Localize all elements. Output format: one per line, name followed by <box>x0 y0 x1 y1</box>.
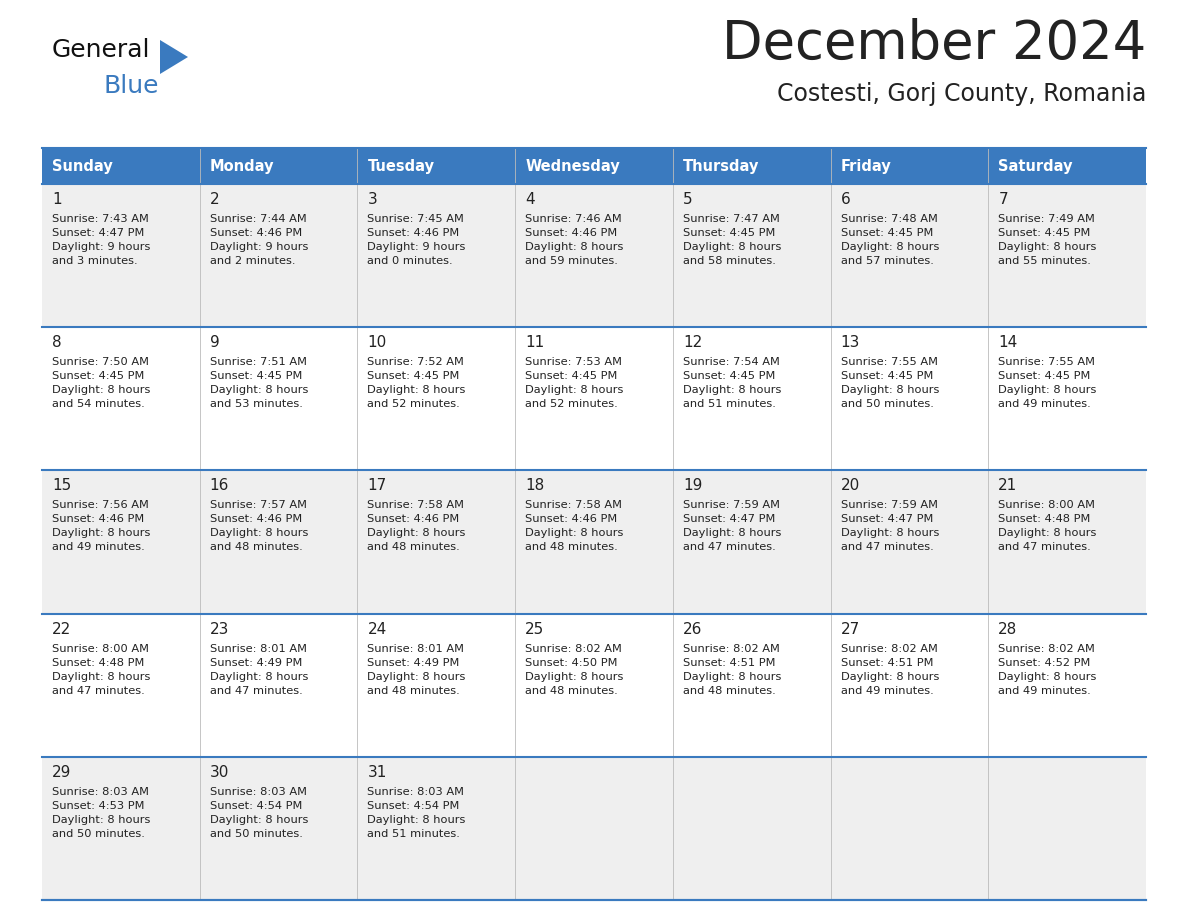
Text: 22: 22 <box>52 621 71 636</box>
Text: 26: 26 <box>683 621 702 636</box>
Text: Sunrise: 7:55 AM
Sunset: 4:45 PM
Daylight: 8 hours
and 50 minutes.: Sunrise: 7:55 AM Sunset: 4:45 PM Dayligh… <box>841 357 939 409</box>
Text: 4: 4 <box>525 192 535 207</box>
Text: Sunrise: 7:54 AM
Sunset: 4:45 PM
Daylight: 8 hours
and 51 minutes.: Sunrise: 7:54 AM Sunset: 4:45 PM Dayligh… <box>683 357 782 409</box>
Text: Monday: Monday <box>210 159 274 174</box>
Text: 17: 17 <box>367 478 386 493</box>
Text: 16: 16 <box>210 478 229 493</box>
Text: 27: 27 <box>841 621 860 636</box>
Bar <box>42 184 1146 327</box>
Text: Sunrise: 7:57 AM
Sunset: 4:46 PM
Daylight: 8 hours
and 48 minutes.: Sunrise: 7:57 AM Sunset: 4:46 PM Dayligh… <box>210 500 308 553</box>
Text: Sunrise: 7:59 AM
Sunset: 4:47 PM
Daylight: 8 hours
and 47 minutes.: Sunrise: 7:59 AM Sunset: 4:47 PM Dayligh… <box>841 500 939 553</box>
Text: 20: 20 <box>841 478 860 493</box>
Text: Wednesday: Wednesday <box>525 159 620 174</box>
Text: 2: 2 <box>210 192 220 207</box>
Text: 8: 8 <box>52 335 62 350</box>
Text: Friday: Friday <box>841 159 891 174</box>
Text: Sunrise: 8:01 AM
Sunset: 4:49 PM
Daylight: 8 hours
and 47 minutes.: Sunrise: 8:01 AM Sunset: 4:49 PM Dayligh… <box>210 644 308 696</box>
Text: Sunrise: 7:44 AM
Sunset: 4:46 PM
Daylight: 9 hours
and 2 minutes.: Sunrise: 7:44 AM Sunset: 4:46 PM Dayligh… <box>210 214 308 266</box>
Text: 11: 11 <box>525 335 544 350</box>
Text: Sunrise: 8:00 AM
Sunset: 4:48 PM
Daylight: 8 hours
and 47 minutes.: Sunrise: 8:00 AM Sunset: 4:48 PM Dayligh… <box>998 500 1097 553</box>
Text: Sunrise: 7:49 AM
Sunset: 4:45 PM
Daylight: 8 hours
and 55 minutes.: Sunrise: 7:49 AM Sunset: 4:45 PM Dayligh… <box>998 214 1097 266</box>
Text: Sunrise: 7:53 AM
Sunset: 4:45 PM
Daylight: 8 hours
and 52 minutes.: Sunrise: 7:53 AM Sunset: 4:45 PM Dayligh… <box>525 357 624 409</box>
Text: Sunrise: 8:02 AM
Sunset: 4:52 PM
Daylight: 8 hours
and 49 minutes.: Sunrise: 8:02 AM Sunset: 4:52 PM Dayligh… <box>998 644 1097 696</box>
Text: Sunday: Sunday <box>52 159 113 174</box>
Text: Sunrise: 8:02 AM
Sunset: 4:51 PM
Daylight: 8 hours
and 49 minutes.: Sunrise: 8:02 AM Sunset: 4:51 PM Dayligh… <box>841 644 939 696</box>
Text: Saturday: Saturday <box>998 159 1073 174</box>
Text: 15: 15 <box>52 478 71 493</box>
Text: 9: 9 <box>210 335 220 350</box>
Text: 18: 18 <box>525 478 544 493</box>
Text: General: General <box>52 38 151 62</box>
Text: Sunrise: 7:58 AM
Sunset: 4:46 PM
Daylight: 8 hours
and 48 minutes.: Sunrise: 7:58 AM Sunset: 4:46 PM Dayligh… <box>367 500 466 553</box>
Text: Sunrise: 7:45 AM
Sunset: 4:46 PM
Daylight: 9 hours
and 0 minutes.: Sunrise: 7:45 AM Sunset: 4:46 PM Dayligh… <box>367 214 466 266</box>
Text: 1: 1 <box>52 192 62 207</box>
Text: 30: 30 <box>210 765 229 779</box>
Text: 7: 7 <box>998 192 1007 207</box>
Text: 13: 13 <box>841 335 860 350</box>
Text: Sunrise: 7:58 AM
Sunset: 4:46 PM
Daylight: 8 hours
and 48 minutes.: Sunrise: 7:58 AM Sunset: 4:46 PM Dayligh… <box>525 500 624 553</box>
Text: 29: 29 <box>52 765 71 779</box>
Text: December 2024: December 2024 <box>722 18 1146 70</box>
Bar <box>42 327 1146 470</box>
Text: Sunrise: 7:56 AM
Sunset: 4:46 PM
Daylight: 8 hours
and 49 minutes.: Sunrise: 7:56 AM Sunset: 4:46 PM Dayligh… <box>52 500 151 553</box>
Text: 23: 23 <box>210 621 229 636</box>
Bar <box>42 756 1146 900</box>
Text: Blue: Blue <box>105 74 159 98</box>
Text: 3: 3 <box>367 192 377 207</box>
Text: Sunrise: 8:01 AM
Sunset: 4:49 PM
Daylight: 8 hours
and 48 minutes.: Sunrise: 8:01 AM Sunset: 4:49 PM Dayligh… <box>367 644 466 696</box>
Bar <box>42 470 1146 613</box>
Text: 12: 12 <box>683 335 702 350</box>
Text: Sunrise: 7:59 AM
Sunset: 4:47 PM
Daylight: 8 hours
and 47 minutes.: Sunrise: 7:59 AM Sunset: 4:47 PM Dayligh… <box>683 500 782 553</box>
Text: Thursday: Thursday <box>683 159 759 174</box>
Text: 21: 21 <box>998 478 1018 493</box>
Text: Sunrise: 7:48 AM
Sunset: 4:45 PM
Daylight: 8 hours
and 57 minutes.: Sunrise: 7:48 AM Sunset: 4:45 PM Dayligh… <box>841 214 939 266</box>
Text: Sunrise: 7:50 AM
Sunset: 4:45 PM
Daylight: 8 hours
and 54 minutes.: Sunrise: 7:50 AM Sunset: 4:45 PM Dayligh… <box>52 357 151 409</box>
Polygon shape <box>160 40 188 74</box>
Text: Tuesday: Tuesday <box>367 159 435 174</box>
Bar <box>42 148 1146 184</box>
Text: Sunrise: 8:02 AM
Sunset: 4:51 PM
Daylight: 8 hours
and 48 minutes.: Sunrise: 8:02 AM Sunset: 4:51 PM Dayligh… <box>683 644 782 696</box>
Text: 24: 24 <box>367 621 386 636</box>
Text: 6: 6 <box>841 192 851 207</box>
Text: Sunrise: 8:03 AM
Sunset: 4:54 PM
Daylight: 8 hours
and 51 minutes.: Sunrise: 8:03 AM Sunset: 4:54 PM Dayligh… <box>367 787 466 839</box>
Text: Sunrise: 7:51 AM
Sunset: 4:45 PM
Daylight: 8 hours
and 53 minutes.: Sunrise: 7:51 AM Sunset: 4:45 PM Dayligh… <box>210 357 308 409</box>
Text: Sunrise: 7:47 AM
Sunset: 4:45 PM
Daylight: 8 hours
and 58 minutes.: Sunrise: 7:47 AM Sunset: 4:45 PM Dayligh… <box>683 214 782 266</box>
Text: Costesti, Gorj County, Romania: Costesti, Gorj County, Romania <box>777 82 1146 106</box>
Text: Sunrise: 7:52 AM
Sunset: 4:45 PM
Daylight: 8 hours
and 52 minutes.: Sunrise: 7:52 AM Sunset: 4:45 PM Dayligh… <box>367 357 466 409</box>
Text: 14: 14 <box>998 335 1018 350</box>
Text: Sunrise: 8:03 AM
Sunset: 4:54 PM
Daylight: 8 hours
and 50 minutes.: Sunrise: 8:03 AM Sunset: 4:54 PM Dayligh… <box>210 787 308 839</box>
Text: Sunrise: 7:55 AM
Sunset: 4:45 PM
Daylight: 8 hours
and 49 minutes.: Sunrise: 7:55 AM Sunset: 4:45 PM Dayligh… <box>998 357 1097 409</box>
Text: 28: 28 <box>998 621 1018 636</box>
Text: Sunrise: 7:46 AM
Sunset: 4:46 PM
Daylight: 8 hours
and 59 minutes.: Sunrise: 7:46 AM Sunset: 4:46 PM Dayligh… <box>525 214 624 266</box>
Text: Sunrise: 7:43 AM
Sunset: 4:47 PM
Daylight: 9 hours
and 3 minutes.: Sunrise: 7:43 AM Sunset: 4:47 PM Dayligh… <box>52 214 151 266</box>
Text: 19: 19 <box>683 478 702 493</box>
Text: 25: 25 <box>525 621 544 636</box>
Bar <box>42 613 1146 756</box>
Text: 31: 31 <box>367 765 387 779</box>
Text: Sunrise: 8:02 AM
Sunset: 4:50 PM
Daylight: 8 hours
and 48 minutes.: Sunrise: 8:02 AM Sunset: 4:50 PM Dayligh… <box>525 644 624 696</box>
Text: Sunrise: 8:00 AM
Sunset: 4:48 PM
Daylight: 8 hours
and 47 minutes.: Sunrise: 8:00 AM Sunset: 4:48 PM Dayligh… <box>52 644 151 696</box>
Text: 10: 10 <box>367 335 386 350</box>
Text: Sunrise: 8:03 AM
Sunset: 4:53 PM
Daylight: 8 hours
and 50 minutes.: Sunrise: 8:03 AM Sunset: 4:53 PM Dayligh… <box>52 787 151 839</box>
Text: 5: 5 <box>683 192 693 207</box>
